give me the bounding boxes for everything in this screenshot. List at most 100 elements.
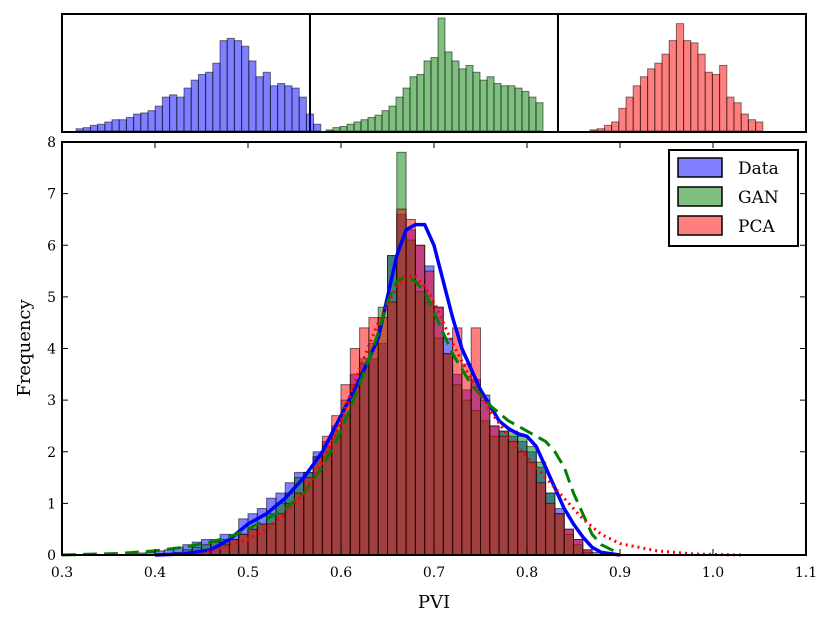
density-curve-gan — [61, 274, 621, 557]
marginal-bar-gan — [353, 121, 362, 132]
panel-pca-frame — [557, 13, 807, 133]
bar-pca — [489, 425, 500, 556]
marginal-bar-gan — [479, 79, 488, 132]
marginal-bar-gan — [528, 96, 537, 132]
marginal-bar-gan — [325, 129, 334, 132]
marginal-bar-data — [89, 124, 99, 132]
y-tick-label: 2 — [47, 445, 56, 461]
marginal-bar-gan — [395, 96, 404, 132]
bar-pca — [433, 306, 444, 556]
marginal-bar-data — [212, 62, 221, 132]
marginal-bar-data — [205, 71, 214, 132]
marginal-bar-data — [104, 121, 113, 132]
marginal-bar-data — [298, 96, 307, 132]
bar-pca — [238, 533, 249, 556]
axis-ticks: 0.3 0.4 0.5 0.6 0.7 0.8 0.9 1.0 1.1 0 1 2 3 4 5 6 7 8 — [47, 135, 817, 581]
marginal-bar-pca — [690, 42, 699, 132]
marginal-bar-pca — [589, 129, 598, 132]
x-tick-label: 0.5 — [237, 565, 259, 581]
marginal-bar-gan — [451, 60, 460, 132]
marginal-bar-gan — [402, 87, 411, 132]
marginal-bar-gan — [360, 119, 369, 132]
y-tick-label: 5 — [47, 290, 56, 306]
x-tick-label: 0.4 — [144, 565, 166, 581]
marginal-bar-data — [305, 113, 315, 132]
marginal-bar-pca — [755, 121, 764, 132]
bar-pca — [535, 482, 547, 556]
y-axis-label: Frequency — [14, 298, 35, 396]
bar-pca — [480, 399, 491, 556]
bar-pca — [396, 208, 407, 556]
marginal-bar-gan — [535, 102, 544, 132]
marginal-bar-pca — [726, 96, 735, 132]
marginal-bar-gan — [367, 116, 376, 132]
density-curve-data — [154, 222, 621, 557]
bar-pca — [573, 539, 584, 556]
marginal-bar-gan — [409, 76, 418, 132]
marginal-bar-pca — [747, 119, 757, 132]
marginal-bar-gan — [444, 51, 453, 132]
marginal-bar-gan — [521, 90, 530, 132]
marginal-bar-pca — [618, 107, 627, 132]
marginal-bar-pca — [675, 23, 685, 132]
bar-pca — [414, 244, 426, 556]
bar-pca — [266, 523, 277, 556]
legend-label-pca: PCA — [738, 217, 775, 237]
marginal-bar-pca — [603, 124, 613, 132]
bar-pca — [517, 451, 528, 556]
marginal-bar-data — [219, 40, 228, 132]
marginal-bar-gan — [486, 76, 495, 132]
bar-pca — [405, 218, 416, 556]
bar-pca — [377, 317, 389, 556]
bar-pca — [470, 327, 482, 556]
bar-pca — [424, 270, 435, 556]
marginal-bar-data — [118, 119, 127, 132]
marginal-bar-data — [313, 123, 322, 132]
marginal-bar-gan — [507, 85, 516, 132]
density-curve-pca — [201, 274, 741, 557]
bar-pca — [256, 523, 268, 556]
y-tick-label: 7 — [47, 187, 56, 203]
marginal-bar-data — [183, 87, 192, 132]
marginal-bar-data — [154, 105, 163, 132]
marginal-bar-data — [161, 96, 171, 132]
x-tick-label: 0.3 — [51, 565, 73, 581]
y-tick-label: 1 — [47, 496, 56, 512]
x-tick-label: 0.7 — [423, 565, 445, 581]
marginal-bar-pca — [611, 121, 620, 132]
marginal-bar-gan — [388, 105, 397, 132]
x-tick-label: 0.9 — [609, 565, 631, 581]
marginal-bar-data — [269, 85, 279, 132]
marginal-bar-data — [262, 71, 271, 132]
y-tick-label: 4 — [47, 342, 56, 358]
bar-pca — [387, 301, 398, 556]
marginal-bar-gan — [332, 127, 341, 132]
marginal-bar-data — [291, 87, 300, 132]
marginal-bar-pca — [632, 85, 641, 132]
marginal-bar-gan — [458, 68, 467, 132]
legend-label-gan: GAN — [738, 188, 779, 208]
legend: Data GAN PCA — [668, 149, 799, 247]
marginal-bar-pca — [668, 40, 677, 132]
marginal-bar-gan — [472, 71, 481, 132]
legend-swatch-gan — [677, 186, 723, 207]
marginal-bar-pca — [733, 102, 742, 132]
bar-pca — [507, 440, 519, 556]
bar-pca — [498, 435, 509, 556]
bar-pca — [247, 528, 258, 556]
bar-pca — [545, 502, 556, 556]
marginal-bar-gan — [430, 57, 439, 132]
marginal-bar-gan — [437, 17, 446, 132]
marginal-bar-gan — [465, 64, 474, 132]
marginal-bar-data — [190, 79, 199, 132]
bar-pca — [442, 353, 454, 556]
marginal-bar-data — [169, 94, 178, 132]
marginal-bar-gan — [346, 123, 355, 132]
marginal-bar-data — [147, 110, 156, 132]
marginal-bar-pca — [740, 113, 749, 132]
marginal-bar-data — [125, 116, 135, 132]
x-tick-label: 1.0 — [702, 565, 724, 581]
marginal-bar-gan — [416, 74, 425, 132]
marginal-bar-gan — [423, 60, 432, 132]
